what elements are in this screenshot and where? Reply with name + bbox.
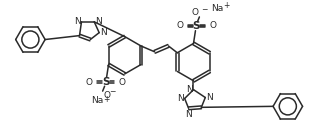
Text: N: N <box>206 93 213 102</box>
Text: Na: Na <box>211 4 223 13</box>
Text: O: O <box>104 91 111 100</box>
Text: O: O <box>209 21 216 30</box>
Text: N: N <box>177 94 184 103</box>
Text: O: O <box>86 78 93 87</box>
Text: N: N <box>185 110 192 119</box>
Text: −: − <box>110 88 116 97</box>
Text: S: S <box>102 77 109 87</box>
Text: N: N <box>74 17 81 26</box>
Text: +: + <box>104 96 110 104</box>
Text: N: N <box>186 85 192 94</box>
Text: +: + <box>223 1 229 10</box>
Text: O: O <box>118 78 125 87</box>
Text: O: O <box>191 8 198 18</box>
Text: O: O <box>177 21 184 30</box>
Text: N: N <box>95 17 102 26</box>
Text: −: − <box>201 6 208 14</box>
Text: Na: Na <box>91 96 103 105</box>
Text: N: N <box>100 28 107 37</box>
Text: S: S <box>193 21 200 31</box>
